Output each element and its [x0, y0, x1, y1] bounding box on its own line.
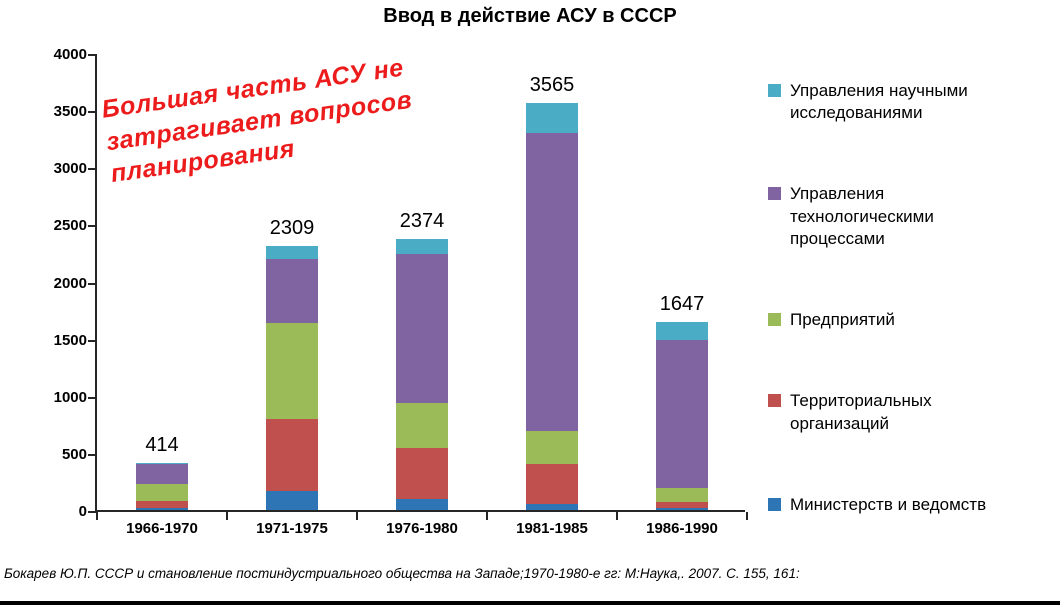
y-axis-tick-mark	[88, 225, 97, 228]
y-axis-tick-label: 500	[61, 445, 87, 463]
legend-item: Предприятий	[768, 309, 1013, 331]
bar-segment	[396, 499, 448, 510]
bar-segment	[526, 133, 578, 432]
legend-swatch	[768, 84, 781, 97]
x-axis-tick-mark	[486, 512, 488, 520]
bar-total-label: 1647	[659, 292, 705, 315]
y-axis-tick-mark	[88, 339, 97, 342]
y-axis-tick-mark	[88, 111, 97, 114]
bar-segment	[526, 431, 578, 465]
legend-label: Предприятий	[790, 310, 895, 330]
bar-segment	[526, 102, 578, 133]
bar-segment	[396, 402, 448, 449]
bar-total-label: 2309	[269, 217, 315, 240]
legend-item: Министерств и ведомств	[768, 494, 1013, 516]
y-axis-tick-mark	[88, 396, 97, 399]
legend-swatch	[768, 497, 781, 511]
bottom-divider	[0, 601, 1060, 605]
bar-total-label: 414	[145, 433, 179, 456]
y-axis-tick-label: 0	[78, 503, 87, 520]
x-axis-category-label: 1976-1980	[386, 520, 458, 537]
bar-segment	[266, 322, 318, 419]
bar-segment	[266, 246, 318, 259]
legend-label: Министерств и ведомств	[790, 494, 987, 514]
bar-segment	[396, 448, 448, 500]
y-axis-tick-mark	[88, 511, 97, 513]
bar-segment	[136, 483, 188, 501]
y-axis-tick-mark	[88, 54, 97, 56]
y-axis-tick-label: 2000	[53, 274, 87, 292]
bar-segment	[656, 321, 708, 340]
y-axis-tick-mark	[88, 282, 97, 285]
x-axis-tick-mark	[746, 512, 748, 520]
legend-item: Территориальных организаций	[768, 390, 1013, 434]
legend-label: Управления научными исследованиями	[790, 81, 968, 123]
bar-total-label: 2374	[399, 209, 445, 232]
bar-segment	[526, 504, 578, 510]
x-axis-category-label: 1966-1970	[126, 520, 198, 537]
bar-segment	[396, 254, 448, 403]
legend-swatch	[768, 313, 781, 327]
bar-1976-1980	[396, 238, 448, 510]
bar-segment	[656, 508, 708, 510]
y-axis-tick-label: 1000	[53, 388, 87, 406]
x-axis-tick-mark	[226, 512, 228, 520]
legend-label: Управления технологическими процессами	[790, 184, 934, 248]
source-caption: Бокарев Ю.П. СССР и становление постинду…	[4, 566, 800, 581]
bar-segment	[526, 464, 578, 505]
bar-segment	[136, 462, 188, 465]
chart-title: Ввод в действие АСУ в СССР	[383, 5, 677, 27]
bar-1981-1985	[526, 102, 578, 510]
bar-segment	[266, 258, 318, 323]
bar-1986-1990	[656, 321, 708, 510]
legend-item: Управления технологическими процессами	[768, 183, 1013, 249]
legend-label: Территориальных организаций	[790, 391, 932, 433]
x-axis-tick-mark	[96, 512, 98, 520]
x-axis-category-label: 1981-1985	[516, 520, 588, 537]
legend-swatch	[768, 187, 781, 201]
bar-segment	[266, 490, 318, 510]
x-axis-tick-mark	[616, 512, 618, 520]
plot-area: 0 500 1000 1500 2000 2500 3000 3500 4000 414 1966-…	[54, 46, 748, 537]
y-axis-tick-label: 2500	[53, 217, 87, 235]
legend-swatch	[768, 394, 781, 408]
legend-item: Управления научными исследованиями	[768, 80, 1013, 124]
y-axis-tick-label: 3000	[53, 160, 87, 178]
y-axis-tick-label: 1500	[53, 331, 87, 349]
bar-segment	[656, 339, 708, 489]
bar-total-label: 3565	[529, 73, 575, 96]
bar-segment	[656, 502, 708, 509]
y-axis-tick-label: 4000	[53, 46, 87, 63]
x-axis-category-label: 1986-1990	[646, 520, 718, 537]
bar-segment	[136, 507, 188, 510]
bar-segment	[136, 464, 188, 484]
y-axis-tick-mark	[88, 453, 97, 456]
bar-1966-1970	[136, 462, 188, 510]
bar-segment	[266, 418, 318, 491]
y-axis-tick-label: 3500	[53, 103, 87, 121]
legend: Управления научными исследованиями Управл…	[768, 80, 1013, 516]
y-axis-tick-mark	[88, 168, 97, 171]
bar-segment	[136, 500, 188, 508]
bar-segment	[656, 488, 708, 503]
x-axis-category-label: 1971-1975	[256, 520, 328, 537]
x-axis-tick-mark	[356, 512, 358, 520]
bar-segment	[396, 238, 448, 255]
bar-1971-1975	[266, 246, 318, 510]
